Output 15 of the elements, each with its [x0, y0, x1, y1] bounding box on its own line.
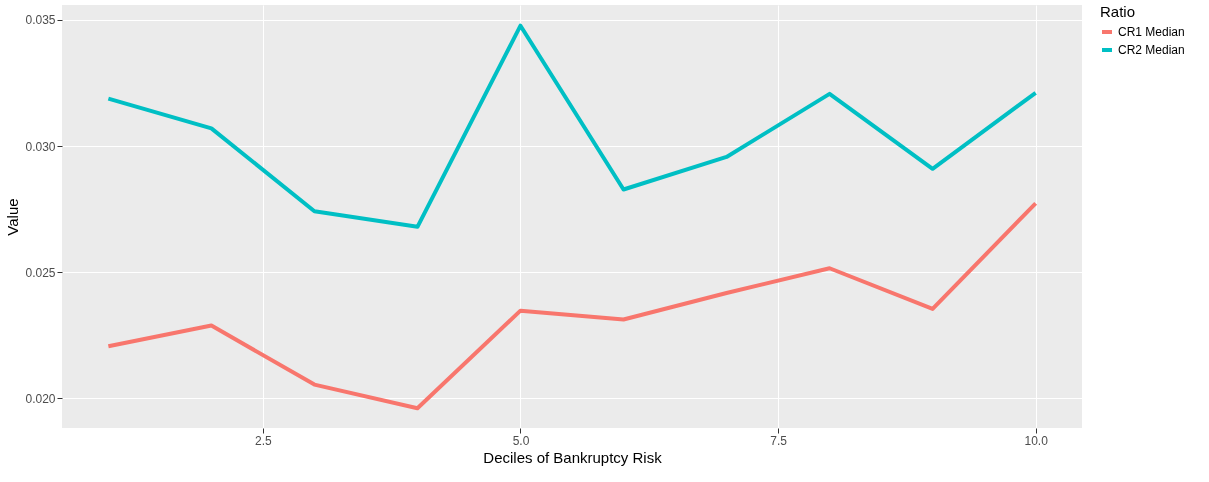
line-series [106, 201, 1038, 411]
legend-title: Ratio [1100, 3, 1136, 20]
y-tick-label: 0.020 [25, 391, 56, 406]
y-tick-label: 0.025 [25, 265, 56, 280]
y-tick-label: 0.035 [25, 13, 56, 28]
x-axis-title: Deciles of Bankruptcy Risk [483, 448, 663, 466]
line-series [106, 23, 1038, 229]
x-tick-label: 7.5 [770, 433, 788, 448]
x-tick-label: 5.0 [512, 433, 530, 448]
y-tick-label: 0.030 [25, 139, 56, 154]
y-axis-title: Value [4, 198, 22, 236]
legend-label: CR1 Median [1118, 25, 1185, 39]
legend-label: CR2 Median [1118, 43, 1185, 57]
x-tick-label: 2.5 [255, 433, 273, 448]
x-tick-label: 10.0 [1024, 433, 1049, 448]
